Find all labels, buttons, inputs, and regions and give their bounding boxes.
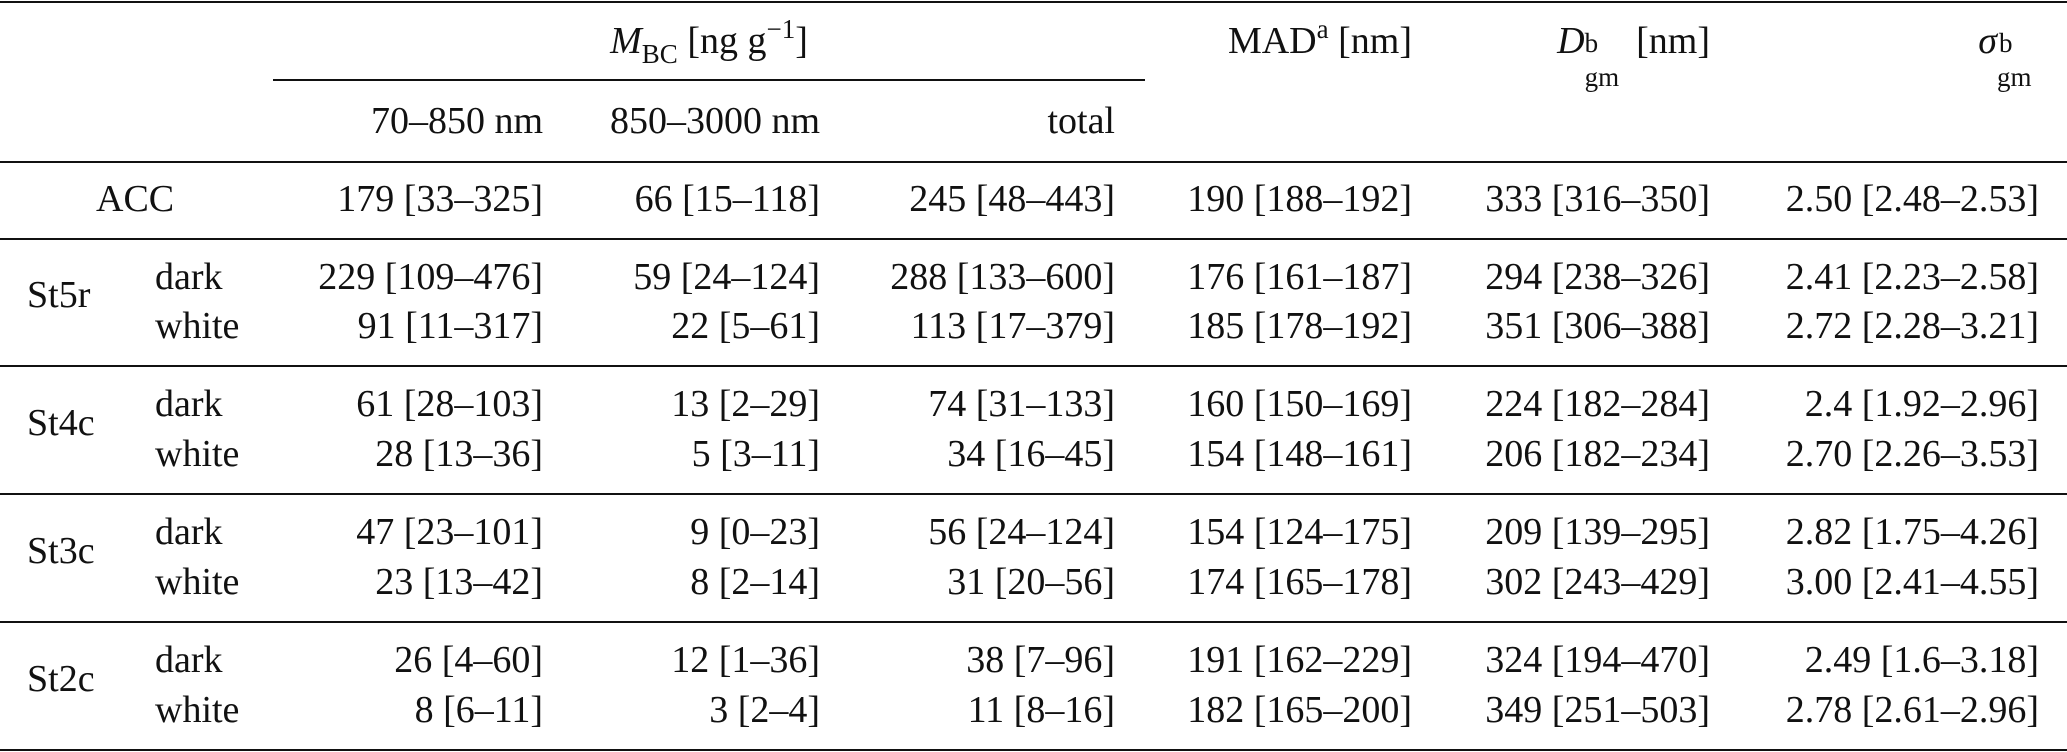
table-cell: 351 [306–388]	[1485, 305, 1710, 347]
table-cell: 91 [11–317]	[357, 305, 543, 347]
table-cell: 61 [28–103]	[356, 383, 543, 425]
table-cell: 154 [148–161]	[1187, 433, 1412, 475]
snow-type: white	[155, 689, 240, 731]
table-cell: 324 [194–470]	[1485, 639, 1710, 681]
table-cell: 23 [13–42]	[375, 561, 543, 603]
site-label: St5r	[27, 274, 91, 316]
table-cell: 209 [139–295]	[1485, 511, 1710, 553]
table-cell: 9 [0–23]	[690, 511, 820, 553]
snow-type: dark	[155, 639, 223, 681]
table-cell: 56 [24–124]	[928, 511, 1115, 553]
site-label: St2c	[27, 658, 95, 700]
acc-label: ACC	[96, 178, 175, 220]
table-cell: 2.49 [1.6–3.18]	[1804, 639, 2039, 681]
table-cell: 38 [7–96]	[966, 639, 1115, 681]
snow-type: dark	[155, 383, 223, 425]
mad-header: MADa [nm]	[1227, 14, 1412, 62]
col-70-850: 70–850 nm	[370, 100, 543, 142]
table-cell: 160 [150–169]	[1187, 383, 1412, 425]
mbc-span-rule	[273, 79, 1145, 81]
table-cell: 59 [24–124]	[633, 256, 820, 298]
table-cell: 13 [2–29]	[671, 383, 820, 425]
sgm-header: σ b gm	[1978, 20, 2032, 92]
header-rule	[0, 161, 2067, 163]
acc-value: 190 [188–192]	[1187, 178, 1412, 220]
table-cell: 28 [13–36]	[375, 433, 543, 475]
table-cell: 294 [238–326]	[1485, 256, 1710, 298]
acc-value: 66 [15–118]	[634, 178, 820, 220]
col-850-3000: 850–3000 nm	[609, 100, 820, 142]
table-cell: 5 [3–11]	[691, 433, 820, 475]
table-cell: 2.4 [1.92–2.96]	[1804, 383, 2039, 425]
table-cell: 154 [124–175]	[1187, 511, 1412, 553]
table-cell: 2.82 [1.75–4.26]	[1785, 511, 2039, 553]
table-cell: 206 [182–234]	[1485, 433, 1710, 475]
table-cell: 74 [31–133]	[928, 383, 1115, 425]
acc-value: 2.50 [2.48–2.53]	[1785, 178, 2039, 220]
table-cell: 174 [165–178]	[1187, 561, 1412, 603]
table-cell: 2.41 [2.23–2.58]	[1785, 256, 2039, 298]
site-label: St3c	[27, 530, 95, 572]
snow-type: dark	[155, 511, 223, 553]
table-cell: 2.72 [2.28–3.21]	[1785, 305, 2039, 347]
table-cell: 288 [133–600]	[890, 256, 1115, 298]
snow-type: white	[155, 433, 240, 475]
table-cell: 182 [165–200]	[1187, 689, 1412, 731]
mbc-header: MBC [ng g−1]	[610, 14, 808, 69]
st4c-rule	[0, 493, 2067, 495]
table-cell: 12 [1–36]	[671, 639, 820, 681]
table-cell: 8 [6–11]	[414, 689, 543, 731]
table-cell: 3.00 [2.41–4.55]	[1785, 561, 2039, 603]
snow-type: white	[155, 561, 240, 603]
table-cell: 22 [5–61]	[671, 305, 820, 347]
acc-value: 333 [316–350]	[1485, 178, 1710, 220]
table-cell: 224 [182–284]	[1485, 383, 1710, 425]
table-cell: 113 [17–379]	[910, 305, 1115, 347]
table-cell: 349 [251–503]	[1485, 689, 1710, 731]
table-cell: 26 [4–60]	[394, 639, 543, 681]
top-rule	[0, 1, 2067, 3]
table-cell: 47 [23–101]	[356, 511, 543, 553]
table-cell: 34 [16–45]	[947, 433, 1115, 475]
table-cell: 229 [109–476]	[318, 256, 543, 298]
table-cell: 185 [178–192]	[1187, 305, 1412, 347]
table-cell: 3 [2–4]	[709, 689, 820, 731]
table-cell: 176 [161–187]	[1187, 256, 1412, 298]
table-cell: 2.78 [2.61–2.96]	[1785, 689, 2039, 731]
table-cell: 302 [243–429]	[1485, 561, 1710, 603]
col-total: total	[1047, 100, 1115, 142]
st3c-rule	[0, 621, 2067, 623]
table-cell: 2.70 [2.26–3.53]	[1785, 433, 2039, 475]
st5r-rule	[0, 365, 2067, 367]
table-cell: 8 [2–14]	[690, 561, 820, 603]
snow-type: dark	[155, 256, 223, 298]
acc-rule	[0, 238, 2067, 240]
acc-value: 179 [33–325]	[337, 178, 543, 220]
site-label: St4c	[27, 402, 95, 444]
table-cell: 31 [20–56]	[947, 561, 1115, 603]
snow-type: white	[155, 305, 240, 347]
acc-value: 245 [48–443]	[909, 178, 1115, 220]
table-cell: 191 [162–229]	[1187, 639, 1412, 681]
bottom-rule	[0, 749, 2067, 751]
table-cell: 11 [8–16]	[967, 689, 1115, 731]
